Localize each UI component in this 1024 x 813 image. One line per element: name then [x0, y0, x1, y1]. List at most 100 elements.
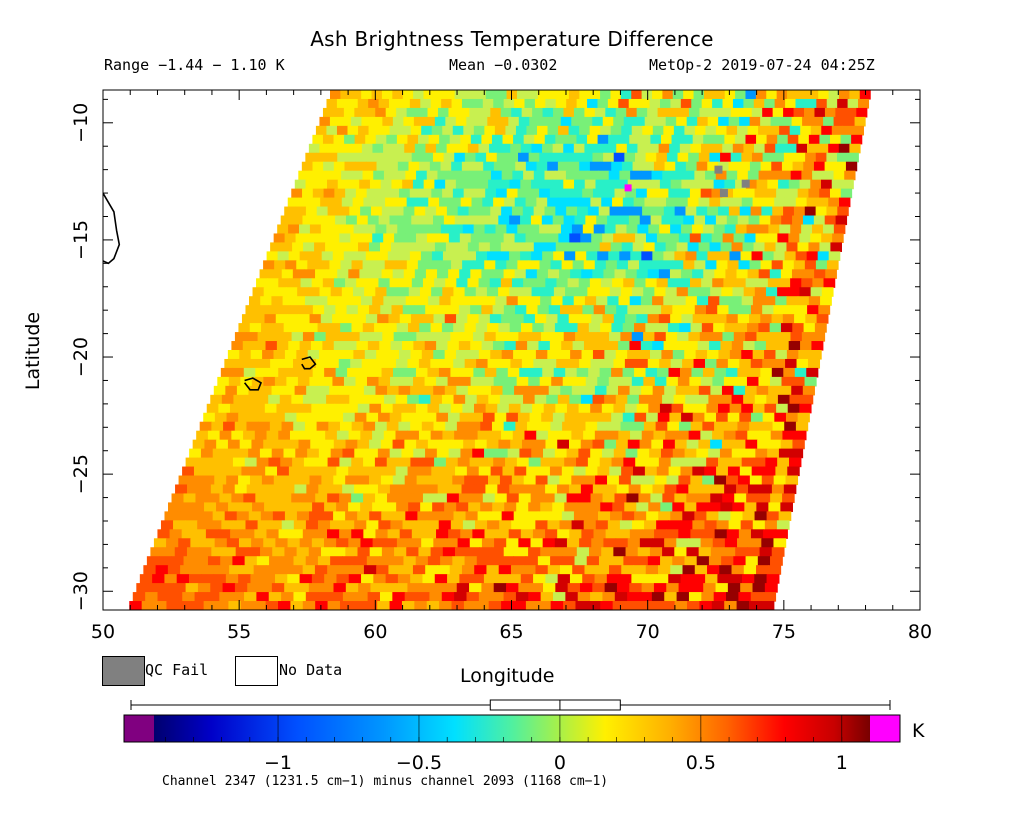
heatmap-cell: [217, 376, 230, 387]
heatmap-cell: [433, 538, 447, 548]
heatmap-cell: [496, 574, 510, 584]
heatmap-cell: [535, 565, 549, 575]
heatmap-cell: [297, 287, 309, 297]
heatmap-cell: [575, 332, 587, 342]
heatmap-cell: [234, 583, 248, 593]
heatmap-cell: [257, 520, 271, 530]
heatmap-cell: [632, 287, 644, 297]
heatmap-cell: [486, 152, 498, 163]
heatmap-cell: [777, 233, 789, 244]
heatmap-cell: [487, 251, 499, 261]
heatmap-cell: [506, 296, 519, 306]
heatmap-cell: [649, 305, 662, 315]
heatmap-cell: [772, 206, 784, 217]
heatmap-cell: [681, 179, 693, 190]
heatmap-cell: [730, 152, 742, 163]
heatmap-cell: [638, 179, 650, 190]
heatmap-cell: [235, 358, 248, 369]
heatmap-cell: [513, 601, 527, 610]
heatmap-cell: [178, 538, 191, 548]
heatmap-cell: [660, 448, 674, 459]
heatmap-cell: [838, 143, 850, 154]
heatmap-cell: [303, 242, 315, 252]
heatmap-cell: [493, 583, 507, 593]
heatmap-cell: [568, 484, 582, 495]
heatmap-cell: [263, 538, 276, 548]
heatmap-cell: [648, 502, 661, 512]
heatmap-cell: [638, 394, 652, 405]
heatmap-cell: [392, 206, 405, 217]
heatmap-cell: [453, 287, 466, 297]
heatmap-cell: [207, 556, 221, 566]
heatmap-cell: [646, 511, 659, 521]
heatmap-cell: [604, 224, 617, 235]
heatmap-cell: [565, 367, 578, 378]
heatmap-cell: [501, 314, 513, 324]
heatmap-cell: [382, 332, 395, 342]
heatmap-cell: [370, 206, 383, 217]
heatmap-cell: [735, 90, 747, 100]
heatmap-cell: [523, 394, 536, 405]
heatmap-cell: [629, 583, 643, 593]
heatmap-cell: [425, 305, 438, 315]
heatmap-cell: [783, 107, 795, 118]
heatmap-cell: [354, 107, 366, 118]
heatmap-cell: [195, 493, 209, 504]
heatmap-cell: [220, 556, 234, 566]
heatmap-cell: [743, 565, 757, 575]
heatmap-cell: [271, 385, 284, 396]
heatmap-cell: [532, 323, 545, 333]
heatmap-cell: [327, 601, 341, 610]
heatmap-cell: [419, 161, 431, 172]
heatmap-cell: [227, 350, 240, 360]
heatmap-cell: [239, 350, 252, 360]
heatmap-cell: [229, 565, 242, 575]
heatmap-cell: [281, 242, 293, 252]
heatmap-cell: [338, 206, 350, 217]
heatmap-cell: [469, 170, 481, 181]
heatmap-cell: [506, 224, 518, 235]
heatmap-cell: [557, 529, 570, 539]
heatmap-cell: [371, 466, 385, 477]
heatmap-cell: [226, 412, 239, 423]
heatmap-cell: [658, 457, 672, 468]
heatmap-cell: [288, 224, 300, 235]
heatmap-cell: [625, 269, 638, 279]
heatmap-cell: [777, 341, 790, 351]
heatmap-cell: [308, 143, 321, 154]
heatmap-cell: [276, 502, 289, 512]
heatmap-cell: [622, 367, 635, 378]
heatmap-cell: [604, 583, 618, 593]
heatmap-cell: [369, 547, 383, 557]
heatmap-cell: [553, 251, 565, 261]
heatmap-cell: [801, 332, 814, 342]
heatmap-cell: [384, 538, 398, 548]
heatmap-cell: [352, 385, 365, 396]
heatmap-cell: [495, 224, 508, 235]
heatmap-cell: [474, 403, 487, 414]
heatmap-cell: [592, 350, 605, 360]
heatmap-cell: [452, 556, 466, 566]
heatmap-cell: [518, 493, 532, 504]
heatmap-cell: [766, 574, 780, 584]
heatmap-cell: [490, 466, 504, 477]
heatmap-cell: [735, 376, 748, 387]
heatmap-cell: [783, 206, 795, 217]
heatmap-cell: [476, 601, 490, 610]
heatmap-cell: [615, 107, 627, 118]
heatmap-cell: [374, 197, 386, 208]
coastline-mauritius: [301, 356, 317, 370]
heatmap-cell: [402, 90, 414, 100]
heatmap-cell: [370, 367, 383, 378]
heatmap-cell: [566, 448, 579, 459]
heatmap-cell: [308, 511, 322, 521]
heatmap-cell: [528, 376, 541, 387]
heatmap-cell: [578, 448, 591, 459]
y-axis-label: Latitude: [22, 311, 45, 391]
heatmap-cell: [410, 125, 422, 136]
heatmap-cell: [673, 125, 685, 136]
heatmap-cell: [772, 107, 784, 118]
heatmap-cell: [731, 242, 744, 252]
heatmap-cell: [521, 439, 535, 450]
heatmap-cell: [305, 556, 319, 566]
